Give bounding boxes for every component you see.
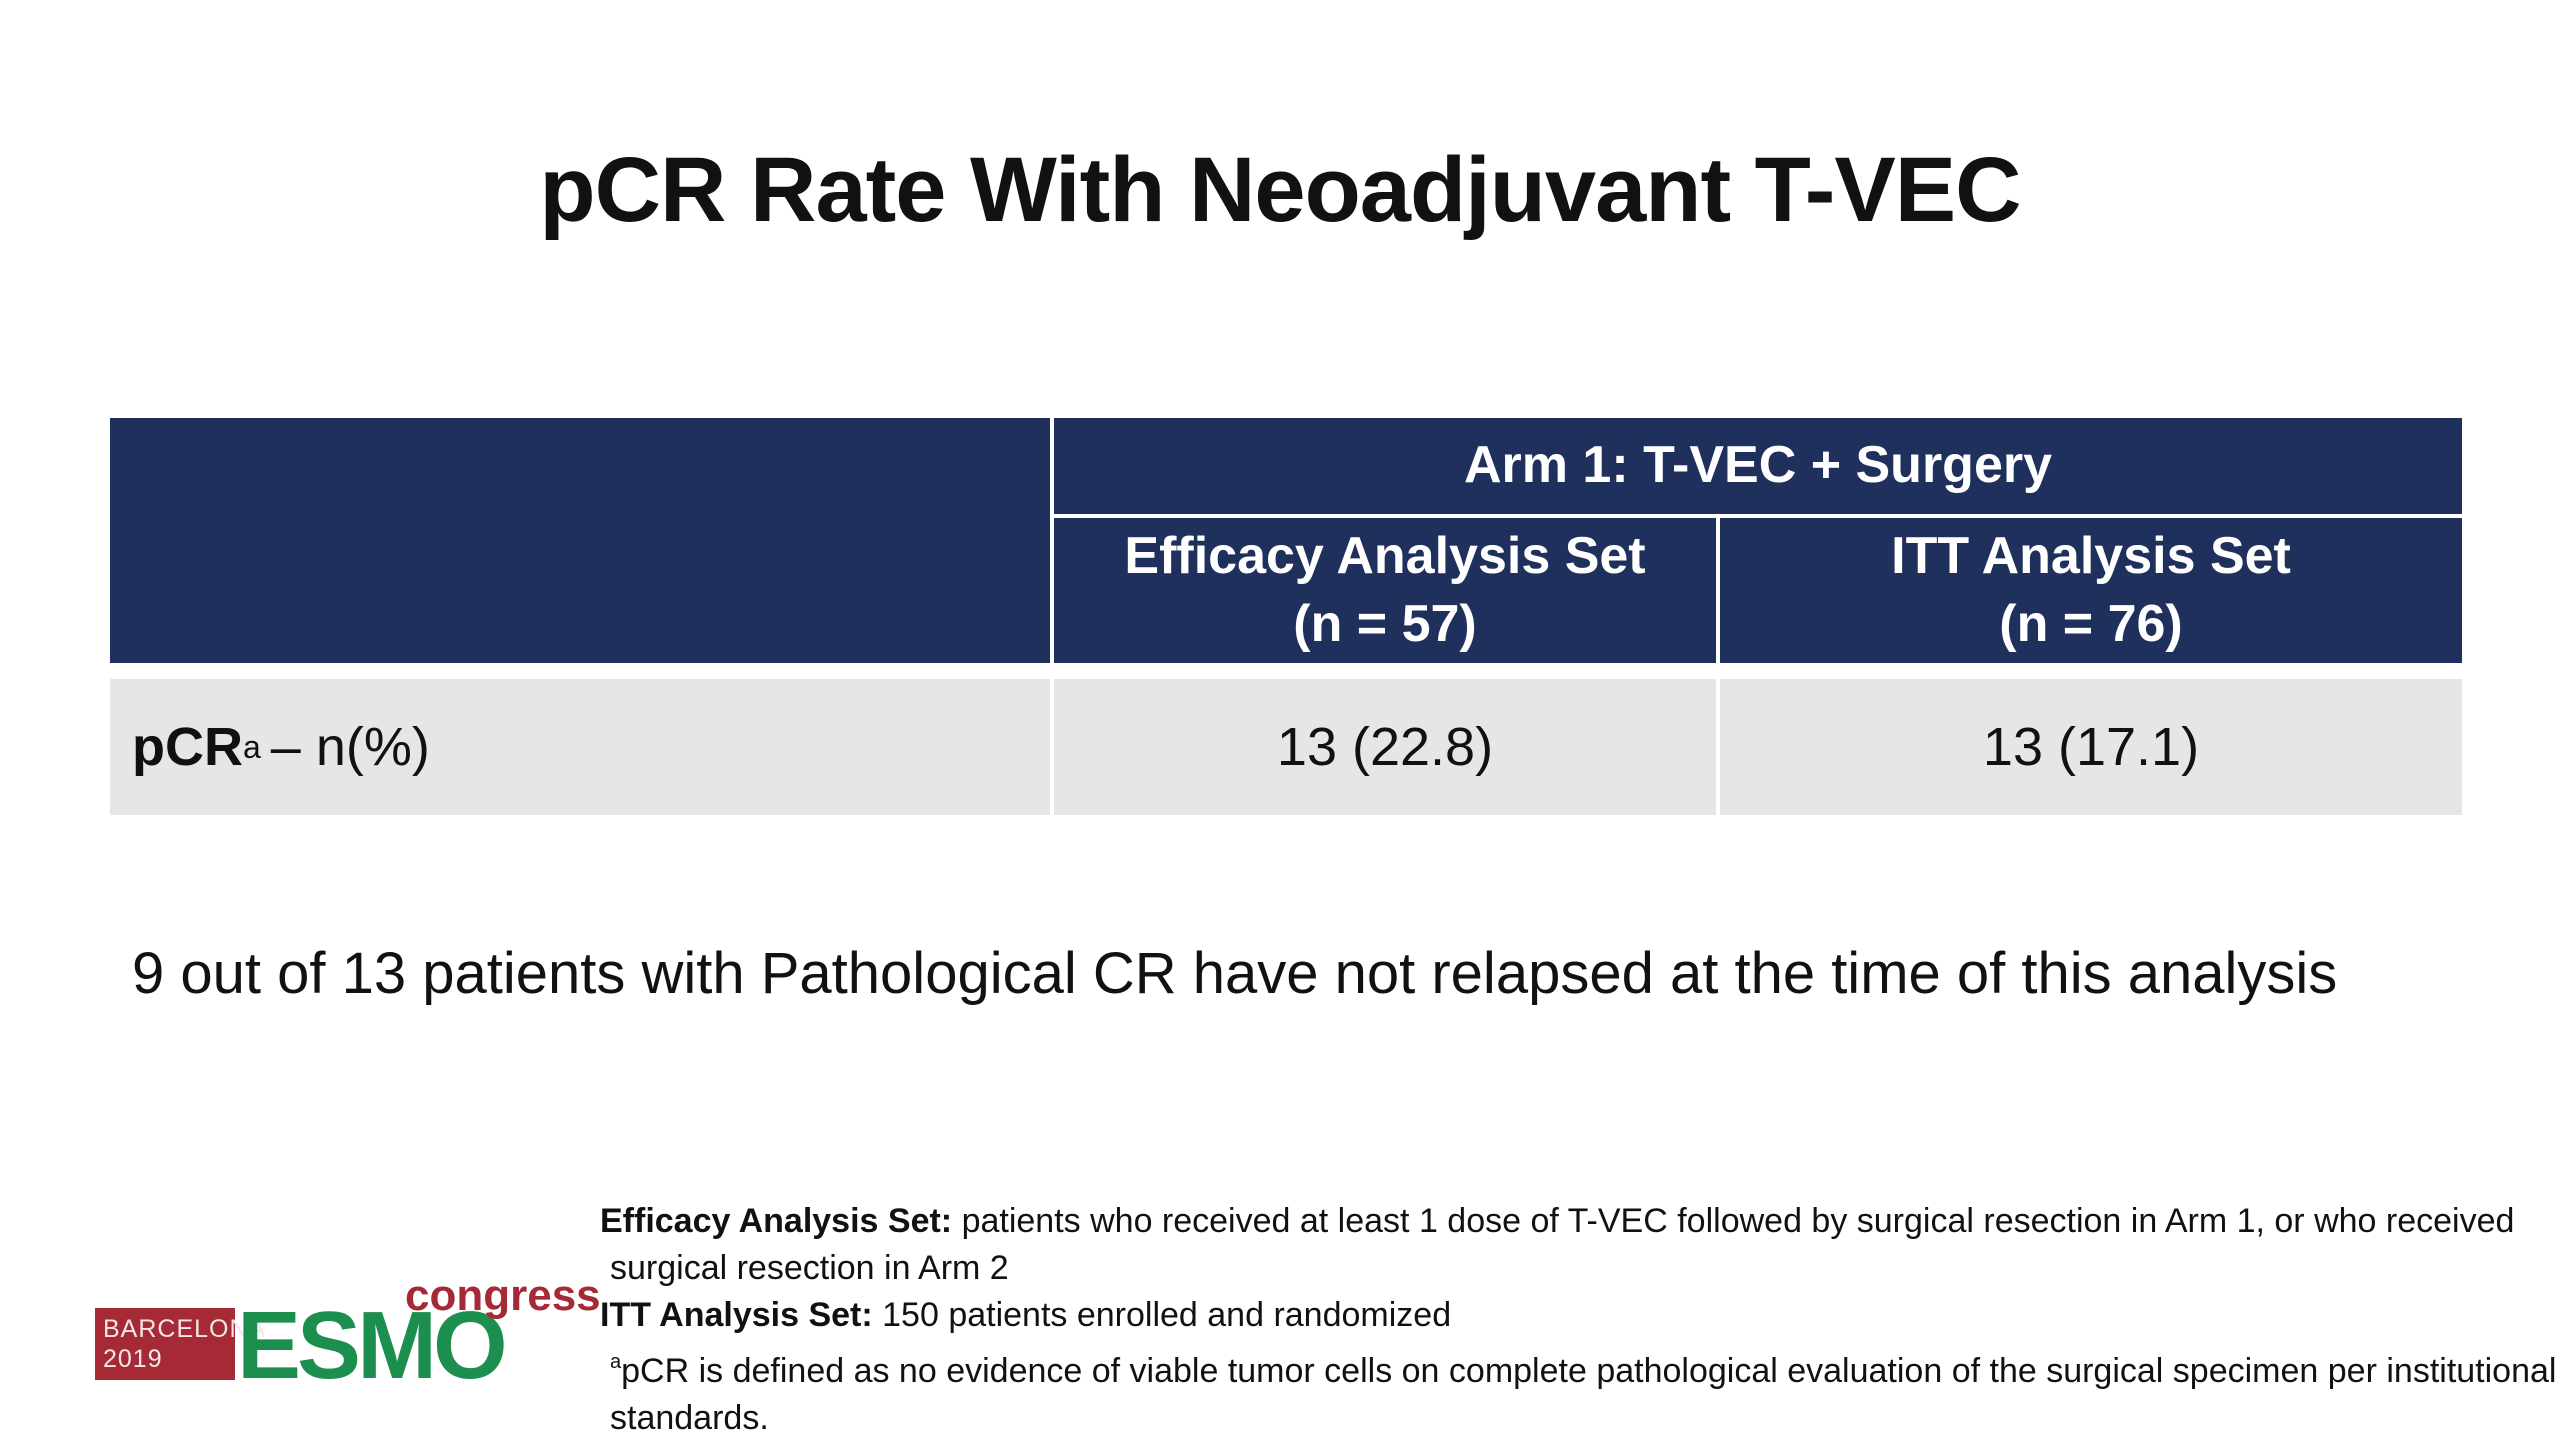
- esmo-congress-logo: BARCELONA 2019 ESMO congress: [95, 1274, 601, 1394]
- column-header-efficacy: Efficacy Analysis Set (n = 57): [1054, 518, 1716, 663]
- slide-title: pCR Rate With Neoadjuvant T-VEC: [539, 139, 2021, 241]
- logo-year: 2019: [103, 1345, 163, 1373]
- column-header-n: (n = 76): [1999, 594, 2183, 653]
- column-header-itt: ITT Analysis Set (n = 76): [1720, 518, 2462, 663]
- row-label-bold: pCR: [132, 717, 243, 777]
- footnote-efficacy-cont: surgical resection in Arm 2: [610, 1249, 1009, 1287]
- footnotes: Efficacy Analysis Set: patients who rece…: [600, 1198, 2556, 1442]
- results-table: Arm 1: T-VEC + Surgery Efficacy Analysis…: [110, 418, 2462, 815]
- key-statement: 9 out of 13 patients with Pathological C…: [132, 941, 2338, 1006]
- row-label-rest: – n(%): [270, 717, 430, 777]
- column-header-label: Efficacy Analysis Set: [1124, 526, 1646, 585]
- footnote-pcr-cont: standards.: [610, 1399, 769, 1437]
- footnote-efficacy: Efficacy Analysis Set: patients who rece…: [600, 1198, 2514, 1245]
- footnote-efficacy-text: patients who received at least 1 dose of…: [952, 1202, 2515, 1240]
- row-label-pcr: pCR a – n(%): [110, 679, 1050, 815]
- row-label-superscript: a: [242, 728, 261, 765]
- column-header-n: (n = 57): [1293, 594, 1477, 653]
- table-group-header: Arm 1: T-VEC + Surgery: [1054, 418, 2462, 514]
- footnote-pcr-text: pCR is defined as no evidence of viable …: [621, 1352, 2557, 1390]
- column-header-label: ITT Analysis Set: [1891, 526, 2291, 585]
- footnote-itt-label: ITT Analysis Set:: [600, 1296, 873, 1334]
- logo-city: BARCELONA: [103, 1315, 267, 1343]
- logo-brand: ESMO: [237, 1292, 508, 1399]
- footnote-itt-text: 150 patients enrolled and randomized: [872, 1296, 1452, 1334]
- table-header-empty-cell: [110, 418, 1050, 663]
- logo-tag: congress: [405, 1271, 601, 1320]
- footnote-pcr: apCR is defined as no evidence of viable…: [600, 1339, 2556, 1395]
- logo-city-box: BARCELONA 2019: [95, 1308, 267, 1380]
- footnote-efficacy-label: Efficacy Analysis Set:: [600, 1202, 953, 1240]
- table-cell-itt-value: 13 (17.1): [1720, 679, 2462, 815]
- table-cell-efficacy-value: 13 (22.8): [1054, 679, 1716, 815]
- footnote-pcr-superscript: a: [610, 1351, 622, 1373]
- footnote-itt: ITT Analysis Set: 150 patients enrolled …: [600, 1292, 2480, 1339]
